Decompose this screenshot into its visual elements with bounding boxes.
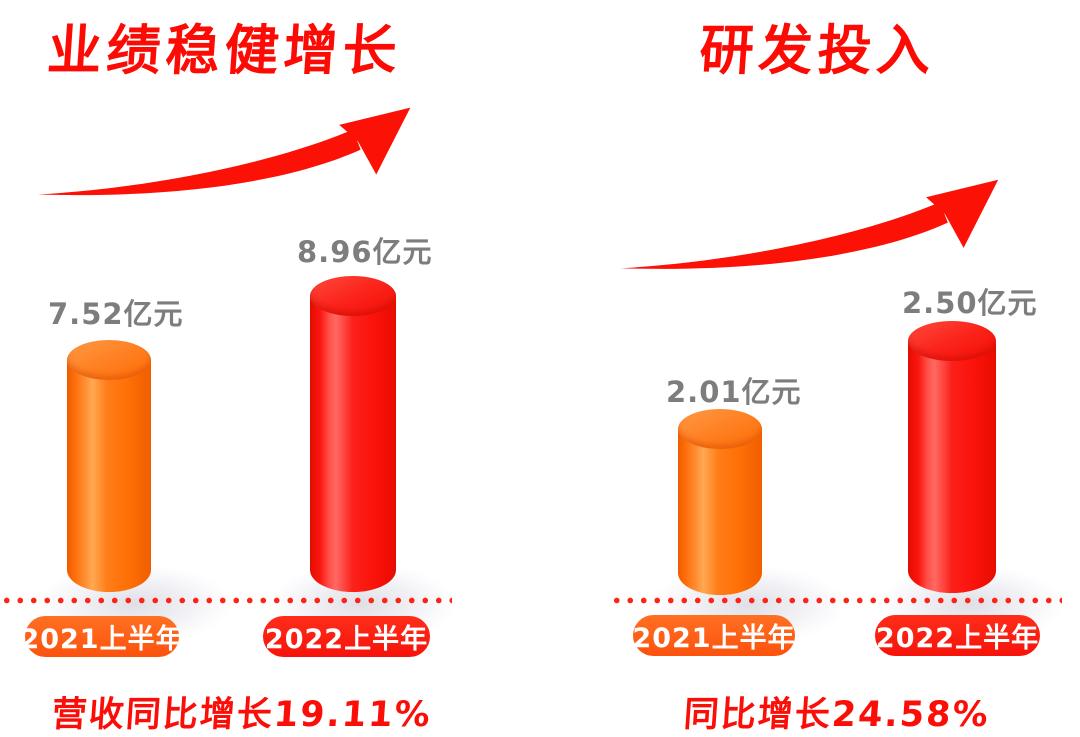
value-label-rnd-2021: 2.01亿元 [666,375,802,409]
bar-top-cap [908,321,996,361]
period-pill-label: 2021上半年 [632,623,796,654]
bar-revenue-2022 [310,276,396,592]
growth-arrow-icon [618,172,1013,279]
bar-rnd-2021 [678,409,762,595]
period-pill-2022: 2022上半年 [875,615,1040,656]
period-pill-2021: 2021上半年 [20,616,183,657]
arrow-body [37,129,361,196]
chart-caption-rnd: 同比增长24.58% [682,695,991,735]
bar-body [678,429,762,595]
bar-rnd-2022 [908,321,996,593]
arrow-head [926,179,999,248]
chart-title-rnd: 研发投入 [697,19,938,82]
bar-top-cap [310,276,396,316]
chart-caption-revenue: 营收同比增长19.11% [50,695,433,735]
value-label-revenue-2021: 7.52亿元 [48,297,184,331]
chart-title-revenue: 业绩稳健增长 [45,19,404,82]
value-label-revenue-2022: 8.96亿元 [297,235,433,269]
arrow-body [620,202,948,269]
bar-revenue-2021 [67,340,151,592]
bar-body [908,341,996,593]
bar-top-cap [678,409,762,449]
period-pill-label: 2021上半年 [20,624,184,655]
bar-body [310,296,396,592]
bar-body [67,360,151,592]
bar-top-cap [67,340,151,380]
arrow-head [339,107,411,175]
period-pill-2022: 2022上半年 [263,616,430,657]
growth-arrow-icon [35,100,425,205]
value-label-rnd-2022: 2.50亿元 [902,286,1038,320]
period-pill-2021: 2021上半年 [632,615,796,656]
baseline-dotted-line [610,596,1062,605]
period-pill-label: 2022上半年 [264,624,429,655]
period-pill-label: 2022上半年 [875,623,1040,654]
baseline-dotted-line [0,596,452,605]
